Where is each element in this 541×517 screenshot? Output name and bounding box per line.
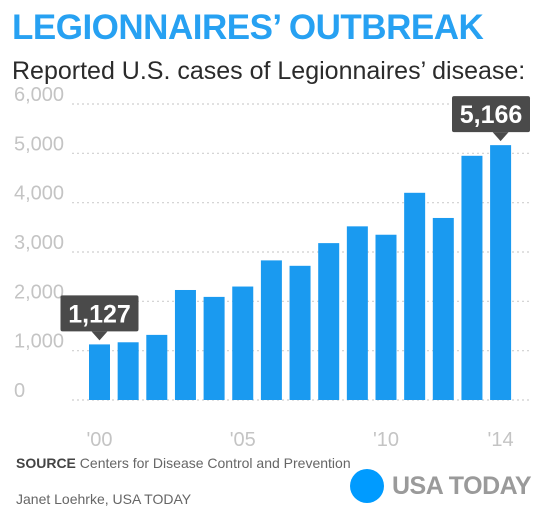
callout-value: 1,127 — [68, 300, 131, 328]
bar-2009 — [346, 226, 368, 400]
callout-box — [60, 295, 139, 332]
callout-pointer — [492, 132, 509, 142]
bar-2003 — [174, 289, 196, 400]
logo-text: USA TODAY — [392, 471, 532, 500]
bar-2004 — [203, 296, 225, 400]
y-tick-label: 5,000 — [14, 133, 64, 155]
x-tick-label: '14 — [488, 429, 514, 450]
bar-2006 — [260, 260, 282, 400]
y-tick-label: 6,000 — [14, 84, 64, 106]
bar-2001 — [117, 342, 139, 400]
bar-2008 — [318, 243, 340, 400]
bar-chart: 0 1,000 2,000 3,000 4,000 5,000 6,000 '00 '05 '1… — [14, 84, 530, 450]
y-tick-label: 3,000 — [14, 232, 64, 254]
bar-2000 — [89, 344, 110, 400]
y-tick-label: 2,000 — [14, 281, 64, 303]
callout-2014: 5,166 — [452, 96, 530, 142]
y-axis-labels: 0 1,000 2,000 3,000 4,000 5,000 6,000 — [14, 84, 64, 402]
bar-2012 — [432, 217, 454, 400]
usa-today-logo: USA TODAY — [350, 468, 532, 504]
y-tick-label: 1,000 — [14, 331, 64, 353]
bar-2007 — [289, 265, 311, 400]
bar-2011 — [404, 192, 426, 400]
logo-circle-icon — [350, 469, 384, 503]
source-label: SOURCE — [16, 455, 76, 471]
source-note: SOURCE Centers for Disease Control and P… — [16, 454, 351, 472]
bar-2010 — [375, 234, 397, 400]
callout-value: 5,166 — [460, 101, 523, 129]
y-tick-label: 0 — [14, 380, 25, 402]
chart-subtitle: Reported U.S. cases of Legionnaires’ dis… — [12, 57, 526, 85]
credit-line: Janet Loehrke, USA TODAY — [16, 491, 192, 507]
bars — [89, 145, 512, 400]
y-tick-label: 4,000 — [14, 183, 64, 205]
x-tick-label: '00 — [86, 429, 112, 450]
source-text: Centers for Disease Control and Preventi… — [75, 455, 351, 471]
bar-2013 — [461, 155, 483, 400]
bar-2002 — [146, 334, 168, 400]
chart-title: LEGIONNAIRES’ OUTBREAK — [12, 8, 484, 47]
bar-2014 — [490, 145, 512, 400]
x-axis-labels: '00 '05 '10 '14 — [86, 429, 513, 450]
bar-2005 — [232, 286, 254, 400]
callouts: 1,127 5,166 — [60, 96, 530, 341]
x-tick-label: '05 — [230, 429, 256, 450]
x-tick-label: '10 — [373, 429, 399, 450]
callout-2000: 1,127 — [60, 295, 139, 341]
callout-pointer — [91, 331, 108, 341]
callout-box — [452, 96, 530, 133]
